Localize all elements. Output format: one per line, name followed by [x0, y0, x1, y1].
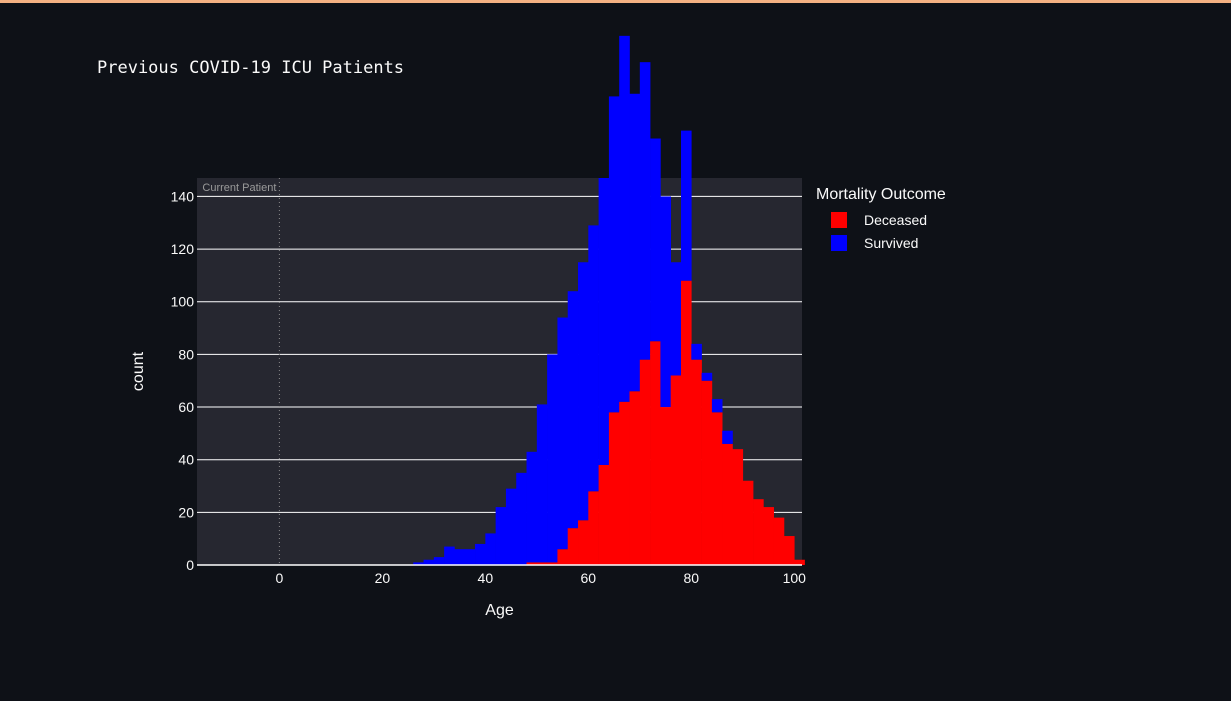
legend-swatch-deceased: [831, 211, 847, 228]
x-tick-label: 20: [375, 570, 391, 586]
bar-survived: [475, 543, 486, 565]
bar-survived: [701, 372, 713, 381]
bar-survived: [629, 93, 641, 392]
y-tick-label: 140: [171, 188, 195, 204]
bar-deceased: [598, 464, 610, 565]
bar-deceased: [567, 528, 579, 565]
bar-deceased: [629, 391, 641, 565]
legend-swatch-survived: [831, 234, 847, 251]
bar-survived: [598, 178, 610, 465]
top-accent-bar: [0, 0, 1231, 3]
bar-survived: [547, 354, 558, 563]
bar-survived: [608, 96, 620, 413]
legend-title: Mortality Outcome: [816, 186, 946, 203]
bar-survived: [423, 559, 435, 565]
x-axis-label: Age: [485, 602, 514, 619]
bar-survived: [670, 262, 682, 376]
bar-deceased: [557, 549, 569, 565]
bar-deceased: [753, 499, 764, 565]
bar-survived: [433, 557, 445, 565]
y-tick-label: 100: [171, 294, 195, 310]
bar-deceased: [547, 562, 558, 565]
bar-deceased: [711, 412, 723, 565]
bar-deceased: [681, 280, 692, 565]
bar-survived: [691, 343, 702, 360]
y-axis-label: count: [130, 351, 147, 391]
legend-label-deceased: Deceased: [864, 211, 928, 228]
legend-item-survived[interactable]: Survived: [816, 231, 946, 254]
bar-survived: [505, 488, 517, 565]
y-tick-label: 40: [178, 452, 194, 468]
bar-deceased: [526, 562, 538, 565]
bar-survived: [454, 549, 466, 565]
bar-deceased: [650, 341, 661, 565]
bar-survived: [650, 138, 661, 342]
bar-survived: [557, 317, 569, 550]
bar-survived: [536, 404, 548, 563]
bar-deceased: [639, 359, 651, 565]
page-title: Previous COVID-19 ICU Patients: [97, 58, 405, 78]
bar-deceased: [588, 491, 599, 565]
bar-deceased: [794, 559, 805, 565]
bar-survived: [722, 430, 733, 444]
legend-item-deceased[interactable]: Deceased: [816, 208, 946, 231]
x-tick-label: 100: [783, 570, 807, 586]
bar-deceased: [691, 359, 702, 565]
bar-survived: [588, 225, 599, 492]
bar-survived: [485, 533, 496, 565]
bar-deceased: [619, 401, 630, 565]
bar-survived: [567, 291, 579, 529]
bar-deceased: [701, 380, 713, 565]
y-tick-label: 60: [178, 399, 194, 415]
bar-deceased: [536, 562, 548, 565]
bar-deceased: [670, 375, 682, 565]
bar-survived: [639, 62, 651, 360]
x-tick-label: 80: [684, 570, 700, 586]
bar-survived: [495, 507, 507, 565]
annotation: Current Patient: [202, 178, 280, 565]
y-tick-label: 20: [178, 504, 194, 520]
bar-deceased: [742, 480, 754, 565]
bar-survived: [413, 562, 424, 565]
bar-deceased: [732, 449, 744, 565]
x-tick-label: 40: [478, 570, 494, 586]
legend: Mortality Outcome Deceased Survived: [816, 186, 946, 254]
bar-deceased: [578, 520, 589, 565]
bar-deceased: [773, 517, 785, 565]
bar-survived: [681, 130, 692, 281]
bar-survived: [578, 262, 589, 521]
bar-deceased: [763, 507, 774, 565]
y-tick-label: 80: [178, 346, 194, 362]
x-tick-label: 0: [275, 570, 283, 586]
current-patient-label: Current Patient: [202, 182, 276, 194]
axes: 0 20 40 60 80 100 120 140 0 20 40 60 80 100 Age count: [130, 188, 806, 619]
bars: [413, 35, 805, 565]
bar-survived: [619, 35, 630, 402]
y-tick-label: 0: [186, 557, 194, 573]
legend-label-survived: Survived: [864, 234, 919, 251]
y-tick-label: 120: [171, 241, 195, 257]
bar-deceased: [783, 536, 795, 565]
bar-deceased: [608, 412, 620, 565]
bar-survived: [526, 451, 538, 563]
x-tick-label: 60: [581, 570, 597, 586]
bar-survived: [444, 546, 455, 565]
bar-survived: [464, 549, 476, 565]
bar-survived: [711, 399, 723, 413]
bar-deceased: [722, 443, 733, 565]
bar-survived: [516, 472, 527, 565]
bar-deceased: [660, 407, 672, 565]
bar-survived: [660, 196, 672, 408]
